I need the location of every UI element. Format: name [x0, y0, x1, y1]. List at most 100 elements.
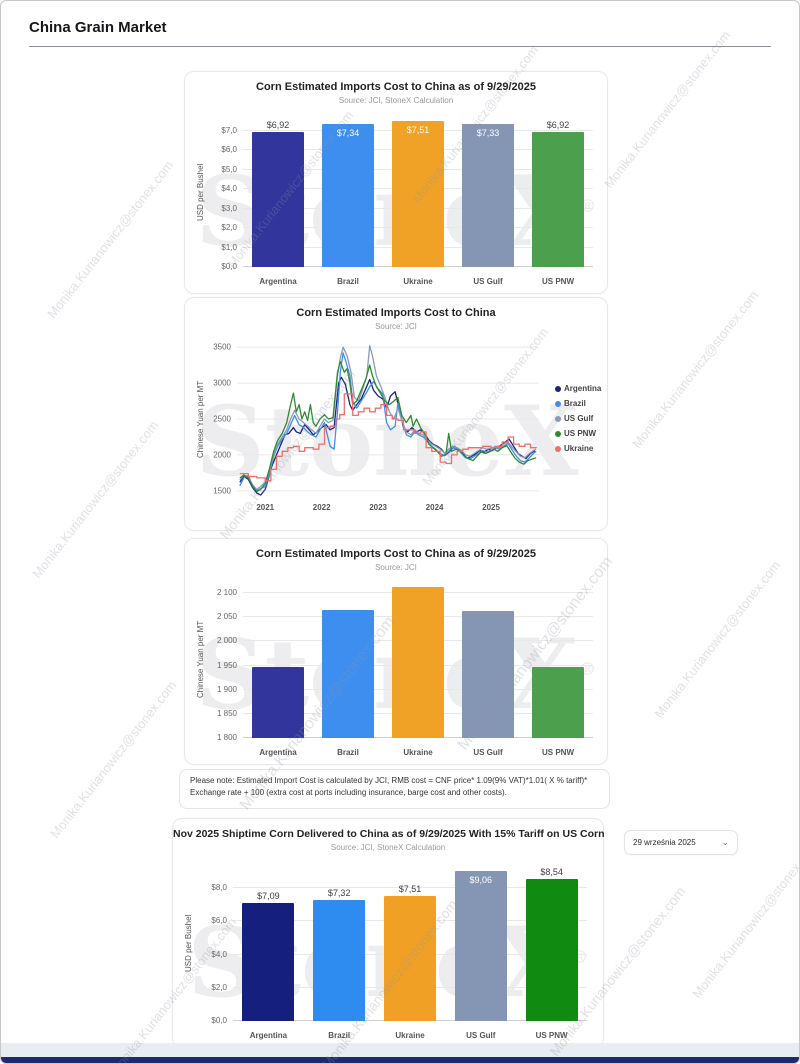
legend-marker-icon — [555, 400, 561, 407]
bar-slot — [243, 581, 313, 738]
email-watermark: Monika.Kurianowicz@stonex.com — [29, 417, 162, 581]
email-watermark: Monika.Kurianowicz@stonex.com — [47, 677, 180, 841]
chart-card-tariff: Nov 2025 Shiptime Corn Delivered to Chin… — [172, 818, 604, 1048]
bar-slot: $7,09 — [233, 865, 304, 1021]
gridline — [233, 887, 587, 889]
bar-us-pnw: $6,92 — [532, 120, 584, 267]
chart-card-history: Corn Estimated Imports Cost to China Sou… — [184, 297, 608, 531]
y-tick-label: $5,0 — [221, 164, 237, 174]
x-category-label-us-gulf: US Gulf — [466, 1031, 496, 1040]
bar-brazil: $7,34 — [322, 124, 374, 267]
date-select-value: 29 września 2025 — [633, 838, 696, 847]
legend-label: Argentina — [564, 384, 602, 393]
legend-item-us-pnw: US PNW — [555, 429, 601, 438]
y-tick-label: $6,0 — [221, 145, 237, 155]
bar-argentina — [252, 666, 304, 738]
bar-slot — [313, 581, 383, 738]
bar-us-gulf — [462, 611, 514, 738]
y-tick-label: 1 950 — [216, 660, 237, 670]
chart-legend: Argentina Brazil US Gulf US PNW Ukraine — [555, 384, 601, 459]
bar-slot: $7,51 — [375, 865, 446, 1021]
x-category-label-us-pnw: US PNW — [542, 277, 574, 286]
x-tick-label-2023: 2023 — [369, 503, 388, 512]
x-tick-label-2022: 2022 — [312, 503, 331, 512]
bar-value-label: $7,51 — [398, 884, 422, 895]
plot-area: $0,0 $1,0 $2,0 $3,0 $4,0 $5,0 $6,0 $7,0 $6,92 $7,… — [221, 118, 593, 271]
y-tick-label: $0,0 — [221, 262, 237, 271]
legend-marker-icon — [555, 430, 561, 437]
legend-marker-icon — [555, 385, 561, 392]
x-category-label-us-pnw: US PNW — [542, 748, 574, 757]
bar-value-label: $6,92 — [546, 120, 570, 131]
y-tick-label: $0,0 — [211, 1016, 227, 1025]
legend-item-argentina: Argentina — [555, 384, 601, 393]
x-category-label-us-gulf: US Gulf — [473, 277, 503, 286]
bar-ukraine: $7,51 — [383, 884, 436, 1021]
chevron-down-icon: ⌄ — [721, 837, 729, 847]
y-tick-label: $3,0 — [221, 203, 237, 213]
bar-value-label: $7,34 — [336, 128, 360, 139]
y-tick-label: 1 800 — [216, 733, 237, 742]
chart-title: Corn Estimated Imports Cost to China — [296, 307, 496, 319]
bars-group — [243, 581, 593, 738]
calculation-note: Please note: Estimated Import Cost is ca… — [179, 769, 610, 809]
y-tick-label: $7,0 — [221, 125, 237, 135]
page-title: China Grain Market — [29, 19, 167, 36]
email-watermark: Monika.Kurianowicz@stonex.com — [44, 157, 177, 321]
bar-argentina: $6,92 — [252, 120, 304, 267]
bar-value-label: $7,09 — [257, 891, 280, 902]
date-select[interactable]: 29 września 2025 ⌄ — [624, 830, 738, 855]
x-category-label-brazil: Brazil — [337, 277, 359, 286]
bar-slot — [453, 581, 523, 738]
legend-item-ukraine: Ukraine — [555, 444, 601, 453]
y-tick-label: $4,0 — [211, 949, 227, 959]
chart-subtitle: Source: JCI — [375, 563, 417, 572]
email-watermark: Monika.Kurianowicz@stonex.com — [651, 557, 784, 721]
bar-slot: $9,06 — [445, 865, 516, 1021]
bars-group: $7,09 $7,32 $7,51 $9,06 $8,54 — [233, 865, 587, 1021]
x-category-label-brazil: Brazil — [328, 1031, 351, 1040]
bar-slot: $6,92 — [523, 118, 593, 267]
x-axis-labels: Argentina Brazil Ukraine US Gulf US PNW — [243, 277, 593, 286]
bar-us-gulf: $7,33 — [462, 124, 514, 267]
x-category-label-ukraine: Ukraine — [395, 1031, 425, 1040]
x-category-label-us-gulf: US Gulf — [473, 748, 503, 757]
bar-value-label: $8,54 — [540, 867, 563, 878]
x-category-label-argentina: Argentina — [259, 277, 297, 286]
x-tick-label-2021: 2021 — [256, 503, 275, 512]
y-tick-label: 2 100 — [216, 588, 237, 598]
series-line-ukraine — [239, 393, 537, 482]
y-axis-label: Chinese Yuan per MT — [196, 380, 205, 458]
legend-marker-icon — [555, 415, 561, 422]
chart-card-yuan-cost: Corn Estimated Imports Cost to China as … — [184, 538, 608, 765]
y-tick-label: 2 050 — [216, 612, 237, 622]
y-tick-label: 1 850 — [216, 708, 237, 718]
y-tick-label: 2000 — [213, 450, 231, 460]
bar-slot: $7,51 — [383, 118, 453, 267]
x-category-label-ukraine: Ukraine — [403, 748, 433, 757]
y-tick-label: $2,0 — [221, 223, 237, 233]
chart-subtitle: Source: JCI, StoneX Calculation — [330, 843, 446, 852]
bar-brazil: $7,32 — [313, 888, 366, 1021]
x-category-label-ukraine: Ukraine — [403, 277, 433, 286]
plot-area: $0,0 $2,0 $4,0 $6,0 $8,0 $7,09 $7,32 $7,51 $9,06… — [211, 865, 587, 1025]
x-category-label-argentina: Argentina — [259, 748, 297, 757]
x-axis-labels: Argentina Brazil Ukraine US Gulf US PNW — [233, 1031, 587, 1040]
bar-slot — [383, 581, 453, 738]
chart-title: Corn Estimated Imports Cost to China as … — [256, 548, 536, 560]
chart-title: Nov 2025 Shiptime Corn Delivered to Chin… — [173, 828, 605, 840]
bar-us-pnw: $8,54 — [525, 867, 578, 1021]
x-tick-label-2024: 2024 — [425, 503, 444, 512]
y-tick-label: 3500 — [213, 342, 231, 352]
legend-item-us-gulf: US Gulf — [555, 414, 601, 423]
y-tick-label: 1500 — [213, 486, 231, 496]
bar-slot: $7,34 — [313, 118, 383, 267]
legend-marker-icon — [555, 445, 561, 452]
page-gap — [1, 1043, 799, 1057]
series-line-brazil — [239, 352, 537, 492]
plot-area: 1 800 1 850 1 900 1 950 2 000 2 050 2 100 — [217, 581, 593, 742]
y-tick-label: 3000 — [213, 378, 231, 388]
y-tick-label: $6,0 — [211, 916, 227, 926]
bar-slot — [523, 581, 593, 738]
bar-value-label: $7,51 — [406, 124, 430, 135]
